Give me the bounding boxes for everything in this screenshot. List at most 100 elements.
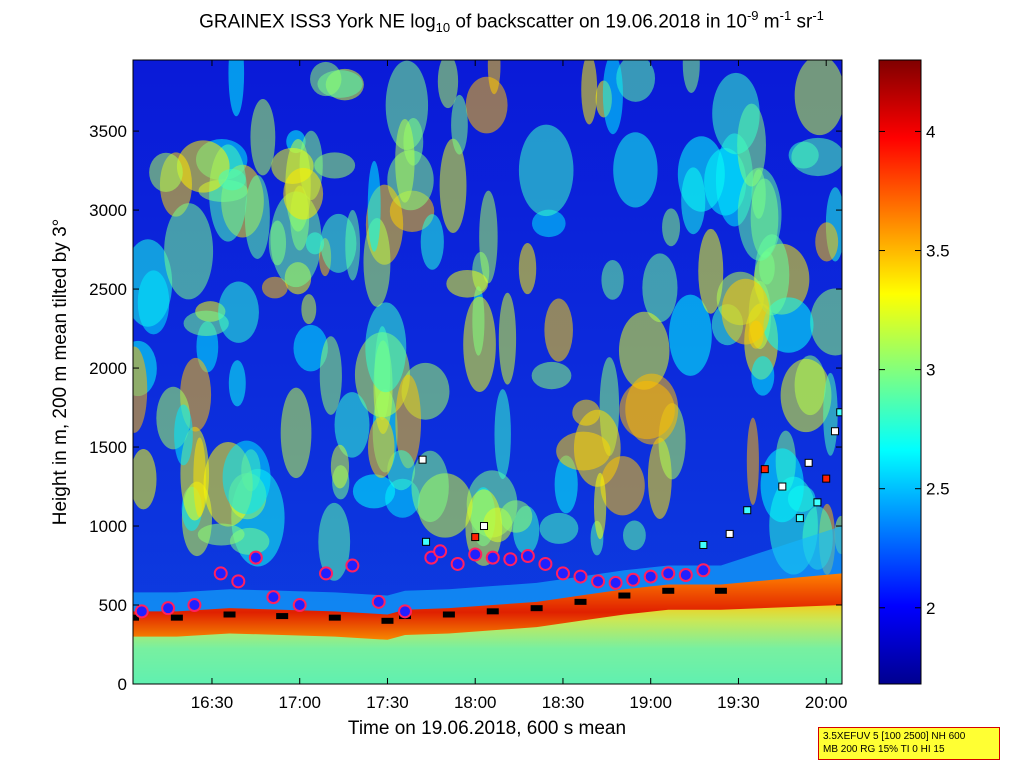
aerosol-patch — [352, 474, 396, 509]
aerosol-patch — [791, 137, 842, 177]
layer-top-marker — [485, 550, 500, 565]
aerosol-layer-marker — [804, 458, 813, 467]
aerosol-patch — [823, 372, 838, 456]
aerosol-layer-marker — [418, 455, 427, 464]
aerosol-patch — [176, 140, 230, 193]
settings-line-2: MB 200 RG 15% TI 0 HI 15 — [823, 744, 945, 755]
aerosol-patch — [662, 208, 681, 247]
layer-top-marker — [503, 552, 518, 567]
layer-top-marker — [161, 601, 176, 616]
aerosol-layer-marker — [479, 522, 488, 531]
aerosol-patch — [365, 302, 407, 393]
aerosol-patch — [395, 374, 422, 469]
layer-top-marker — [661, 566, 676, 581]
layer-top-marker — [555, 566, 570, 581]
y-axis: 0 500 1000 1500 2000 2500 3000 3500 — [89, 122, 842, 694]
aerosol-layer-marker — [830, 427, 839, 436]
aerosol-layer-marker — [699, 540, 708, 549]
colorbar-tick-label: 2 — [926, 599, 935, 618]
aerosol-patch — [330, 444, 350, 489]
aerosol-layer-marker — [760, 465, 769, 474]
x-tick-label: 17:30 — [366, 693, 409, 712]
aerosol-patch — [544, 298, 573, 362]
y-tick-label: 2500 — [89, 280, 127, 299]
aerosol-patch — [164, 203, 214, 300]
aerosol-patch — [623, 520, 646, 551]
colorbar-tick-label: 2.5 — [926, 480, 950, 499]
y-tick-label: 1500 — [89, 438, 127, 457]
aerosol-patch — [682, 60, 700, 93]
aerosol-patches — [133, 60, 842, 581]
aerosol-patch — [721, 278, 770, 345]
aerosol-layer-marker — [813, 498, 822, 507]
aerosol-patch — [518, 242, 537, 295]
aerosol-patch — [815, 222, 839, 262]
aerosol-patch — [439, 138, 467, 234]
aerosol-patch — [531, 361, 572, 390]
x-tick-label: 16:30 — [191, 693, 234, 712]
aerosol-patch — [556, 431, 611, 471]
aerosol-patch — [334, 392, 370, 458]
aerosol-patch — [518, 124, 574, 217]
aerosol-patch — [193, 437, 206, 518]
layer-top-marker — [398, 604, 413, 619]
layer-top-marker — [266, 590, 281, 605]
aerosol-patch — [642, 253, 678, 323]
mixing-height-marker — [618, 592, 631, 599]
layer-top-marker — [292, 598, 307, 613]
aerosol-patch — [320, 213, 357, 273]
layer-markers — [133, 408, 842, 624]
aerosol-patch — [479, 190, 498, 284]
aerosol-patch — [613, 132, 658, 208]
layer-top-marker — [433, 544, 448, 559]
aerosol-patch — [395, 118, 415, 203]
settings-line-1: 3.5XEFUV 5 [100 2500] NH 600 — [823, 731, 966, 742]
x-tick-label: 20:00 — [805, 693, 848, 712]
x-tick-label: 19:00 — [629, 693, 672, 712]
aerosol-patch — [451, 94, 468, 155]
layer-top-marker — [520, 549, 535, 564]
layer-top-marker — [231, 574, 246, 589]
aerosol-patch — [616, 60, 656, 102]
layer-top-marker — [248, 550, 263, 565]
aerosol-patch — [305, 232, 325, 255]
layer-top-marker — [591, 574, 606, 589]
aerosol-patch — [465, 76, 508, 134]
aerosol-layer-marker — [743, 506, 752, 515]
aerosol-patch — [446, 269, 489, 298]
aerosol-patch — [261, 276, 288, 299]
aerosol-patch — [602, 60, 623, 135]
aerosol-patch — [619, 380, 675, 440]
chart-title: GRAINEX ISS3 York NE log10 of backscatte… — [199, 8, 824, 36]
layer-top-marker — [319, 566, 334, 581]
aerosol-patch — [367, 416, 395, 478]
y-tick-label: 3000 — [89, 201, 127, 220]
aerosol-patch — [137, 270, 170, 335]
aerosol-patch — [367, 160, 381, 252]
heatmap-field — [133, 60, 842, 684]
y-axis-label: Height in m, 200 m mean tilted by 3° — [50, 219, 71, 525]
aerosol-patch — [283, 167, 324, 220]
aerosol-patch — [293, 324, 328, 372]
layer-top-marker — [213, 566, 228, 581]
aerosol-patch — [539, 512, 579, 544]
aerosol-patch — [244, 175, 270, 259]
aerosol-patch — [751, 356, 775, 396]
aerosol-patch — [222, 440, 271, 515]
mixing-height-marker — [442, 611, 455, 618]
aerosol-patch — [250, 99, 276, 176]
aerosol-patch — [794, 60, 842, 136]
aerosol-patch — [268, 220, 287, 266]
aerosol-patch — [554, 455, 578, 514]
aerosol-layer-marker — [471, 533, 480, 542]
layer-top-marker — [134, 604, 149, 619]
colorbar-tick-label: 3 — [926, 361, 935, 380]
x-tick-label: 19:30 — [717, 693, 760, 712]
layer-top-marker — [371, 594, 386, 609]
aerosol-patch — [780, 358, 832, 433]
aerosol-patch — [228, 360, 246, 407]
aerosol-layer-marker — [725, 529, 734, 538]
mixing-height-marker — [574, 598, 587, 605]
aerosol-patch — [420, 214, 444, 270]
